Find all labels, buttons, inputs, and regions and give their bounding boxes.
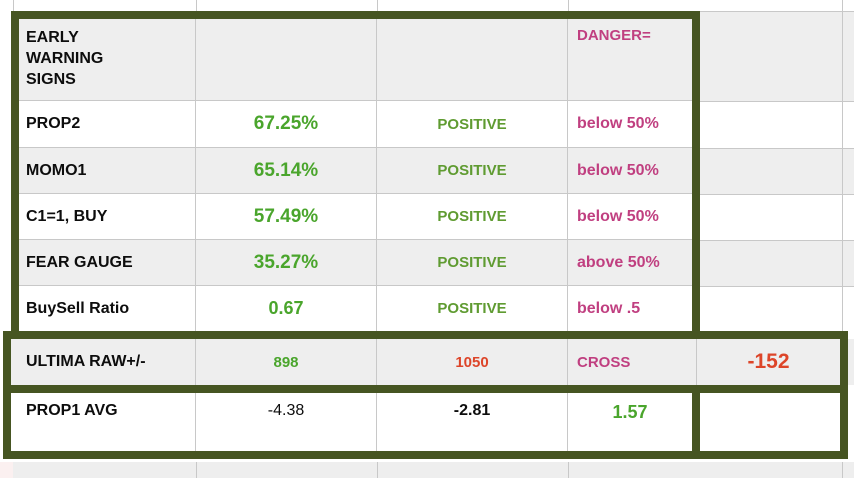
prop1-value-a[interactable]: -4.38 [196, 393, 377, 451]
ultima-value-b[interactable]: 1050 [377, 339, 568, 385]
buysell-ratio-status[interactable]: POSITIVE [377, 286, 568, 331]
empty-bordered-cell[interactable] [692, 385, 848, 459]
table-row: C1=1, BUY 57.49% POSITIVE below 50% [19, 194, 692, 240]
gridline [377, 462, 378, 478]
gridline [842, 462, 843, 478]
row-label-ultima-raw[interactable]: ULTIMA RAW+/- [11, 339, 196, 385]
buysell-ratio-value[interactable]: 0.67 [196, 286, 377, 331]
buysell-ratio-danger[interactable]: below .5 [577, 299, 641, 317]
ultima-raw-box: ULTIMA RAW+/- 898 1050 CROSS -152 [3, 331, 848, 393]
momo1-danger[interactable]: below 50% [577, 161, 659, 179]
row-label-prop2[interactable]: PROP2 [19, 101, 196, 147]
row-label-prop1-avg[interactable]: PROP1 AVG [11, 393, 196, 451]
prop2-value[interactable]: 67.25% [196, 101, 377, 147]
gridline [842, 0, 843, 11]
row-label-c1-buy[interactable]: C1=1, BUY [19, 194, 196, 239]
prop2-status[interactable]: POSITIVE [377, 101, 568, 147]
prop2-danger[interactable]: below 50% [577, 115, 659, 132]
table-row: MOMO1 65.14% POSITIVE below 50% [19, 148, 692, 194]
empty-cell[interactable] [377, 19, 568, 100]
empty-cell[interactable] [196, 19, 377, 100]
empty-cell [848, 339, 854, 385]
empty-cell[interactable] [700, 12, 854, 101]
gridline [700, 194, 854, 195]
gridline [568, 0, 569, 11]
c1-buy-danger[interactable]: below 50% [577, 207, 659, 225]
gridline [568, 462, 569, 478]
gridline [700, 148, 854, 149]
row-label-fear-gauge[interactable]: FEAR GAUGE [19, 240, 196, 285]
prop1-value-c[interactable]: 1.57 [612, 402, 648, 422]
fear-gauge-value[interactable]: 35.27% [196, 240, 377, 285]
gridline [13, 0, 14, 11]
row-label-momo1[interactable]: MOMO1 [19, 148, 196, 193]
c1-buy-status[interactable]: POSITIVE [377, 194, 568, 239]
momo1-status[interactable]: POSITIVE [377, 148, 568, 193]
empty-cell[interactable] [700, 149, 854, 194]
gridline [700, 11, 854, 12]
row-label-buysell-ratio[interactable]: BuySell Ratio [19, 286, 196, 331]
prop1-avg-box: PROP1 AVG -4.38 -2.81 1.57 [3, 385, 700, 459]
table-row: FEAR GAUGE 35.27% POSITIVE above 50% [19, 240, 692, 286]
table-title: EARLY WARNING SIGNS [26, 29, 104, 88]
bottom-row [0, 462, 854, 478]
gridline [196, 462, 197, 478]
gridline [377, 0, 378, 11]
danger-header-cell[interactable]: DANGER= [577, 27, 651, 44]
empty-cell[interactable] [700, 241, 854, 286]
table-row: PROP2 67.25% POSITIVE below 50% [19, 101, 692, 148]
gridline [700, 101, 854, 102]
gridline [700, 286, 854, 287]
table-row: BuySell Ratio 0.67 POSITIVE below .5 [19, 286, 692, 331]
momo1-value[interactable]: 65.14% [196, 148, 377, 193]
early-warning-box: EARLY WARNING SIGNS DANGER= PROP2 67.25%… [11, 11, 700, 339]
ultima-value-a[interactable]: 898 [196, 339, 377, 385]
prop1-value-b[interactable]: -2.81 [377, 393, 568, 451]
header-row: EARLY WARNING SIGNS DANGER= [19, 19, 692, 101]
bottom-row-pink-cell[interactable] [0, 462, 13, 478]
fear-gauge-danger[interactable]: above 50% [577, 253, 660, 271]
ultima-signal[interactable]: CROSS [568, 339, 697, 385]
table-title-cell[interactable]: EARLY WARNING SIGNS [19, 19, 196, 100]
gridline [700, 240, 854, 241]
c1-buy-value[interactable]: 57.49% [196, 194, 377, 239]
table-row: PROP1 AVG -4.38 -2.81 1.57 [11, 393, 692, 451]
gridline [842, 12, 843, 331]
gridline [196, 0, 197, 11]
fear-gauge-status[interactable]: POSITIVE [377, 240, 568, 285]
table-row: ULTIMA RAW+/- 898 1050 CROSS -152 [11, 339, 840, 385]
ultima-net-value[interactable]: -152 [747, 350, 790, 373]
